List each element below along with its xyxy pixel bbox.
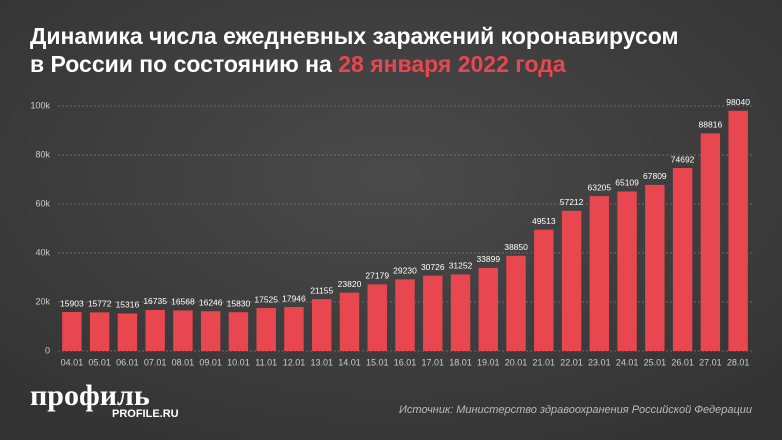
title-part: Динамика числа ежедневных заражений коро… <box>30 23 679 49</box>
bar <box>117 313 138 351</box>
title-highlight: в России по состоянию на 28 января 2022 … <box>30 51 566 77</box>
x-tick-label: 20.01 <box>505 357 528 367</box>
value-label: 21155 <box>310 285 333 295</box>
x-tick-label: 22.01 <box>560 357 583 367</box>
value-label: 67809 <box>643 171 667 181</box>
x-tick-label: 21.01 <box>533 357 556 367</box>
x-tick-label: 19.01 <box>477 357 500 367</box>
x-tick-label: 14.01 <box>338 357 361 367</box>
value-label: 17525 <box>254 294 278 304</box>
x-tick-label: 15.01 <box>366 357 389 367</box>
y-tick-label: 40k <box>35 247 50 257</box>
title-part: в России по состоянию на <box>30 51 338 77</box>
value-label: 17946 <box>282 293 306 303</box>
x-tick-label: 27.01 <box>699 357 722 367</box>
bar <box>89 312 110 351</box>
bar <box>450 274 471 351</box>
x-tick-label: 07.01 <box>144 357 167 367</box>
x-tick-label: 12.01 <box>283 357 306 367</box>
value-label: 31252 <box>449 261 473 271</box>
bar <box>561 210 582 351</box>
x-tick-label: 18.01 <box>449 357 472 367</box>
value-label: 16246 <box>199 297 223 307</box>
bar <box>672 168 693 351</box>
x-tick-label: 10.01 <box>227 357 250 367</box>
x-tick-label: 24.01 <box>616 357 639 367</box>
value-label: 16568 <box>171 297 195 307</box>
x-tick-label: 08.01 <box>172 357 195 367</box>
value-label: 74692 <box>671 154 695 164</box>
y-tick-label: 60k <box>35 198 50 208</box>
source: Источник: Министерство здравоохранения Р… <box>399 404 752 416</box>
bar <box>589 196 610 351</box>
bar <box>173 310 193 351</box>
value-label: 88816 <box>699 120 723 130</box>
value-label: 15830 <box>227 298 251 308</box>
x-tick-label: 05.01 <box>88 357 111 367</box>
value-label: 49513 <box>532 216 556 226</box>
bar <box>367 284 387 351</box>
x-tick-label: 25.01 <box>644 357 667 367</box>
bar <box>617 191 637 351</box>
x-tick-label: 23.01 <box>588 357 611 367</box>
chart-title: Динамика числа ежедневных заражений коро… <box>30 23 679 49</box>
value-label: 57212 <box>560 197 584 207</box>
x-tick-label: 11.01 <box>255 357 277 367</box>
x-tick-label: 09.01 <box>199 357 222 367</box>
bar <box>728 110 748 351</box>
bar <box>256 308 276 351</box>
bar <box>312 299 332 351</box>
bar <box>145 309 165 351</box>
bar <box>423 275 443 351</box>
x-tick-label: 04.01 <box>61 357 84 367</box>
bar <box>395 279 415 351</box>
title-highlight: 28 января 2022 года <box>338 51 566 77</box>
bar <box>506 255 526 351</box>
x-tick-label: 26.01 <box>671 357 694 367</box>
y-tick-label: 0 <box>45 345 50 355</box>
x-tick-label: 28.01 <box>727 357 750 367</box>
value-label: 98040 <box>726 97 750 107</box>
value-label: 27179 <box>365 271 389 281</box>
value-label: 65109 <box>615 178 639 188</box>
y-tick-label: 100k <box>30 100 50 110</box>
bar <box>478 267 498 351</box>
bar <box>284 307 304 351</box>
logo-name: профиль <box>30 379 150 412</box>
bar <box>200 311 221 351</box>
bar <box>62 312 82 351</box>
bar <box>700 133 721 351</box>
bar <box>645 184 665 351</box>
x-tick-label: 16.01 <box>394 357 417 367</box>
value-label: 23820 <box>338 279 362 289</box>
value-label: 15316 <box>116 300 140 310</box>
value-label: 63205 <box>587 182 611 192</box>
value-label: 29230 <box>393 266 417 276</box>
value-label: 15903 <box>60 298 84 308</box>
bar <box>339 292 360 351</box>
value-label: 30726 <box>421 262 445 272</box>
value-label: 38850 <box>504 242 528 252</box>
x-tick-label: 13.01 <box>310 357 333 367</box>
y-tick-label: 80k <box>35 149 50 159</box>
bar <box>534 229 554 351</box>
bar <box>228 312 249 351</box>
value-label: 15772 <box>88 299 112 309</box>
x-tick-label: 06.01 <box>116 357 139 367</box>
logo-site: PROFILE.RU <box>112 408 179 420</box>
x-tick-label: 17.01 <box>421 357 444 367</box>
value-label: 16735 <box>143 296 167 306</box>
value-label: 33899 <box>476 254 500 264</box>
y-tick-label: 20k <box>35 296 50 306</box>
